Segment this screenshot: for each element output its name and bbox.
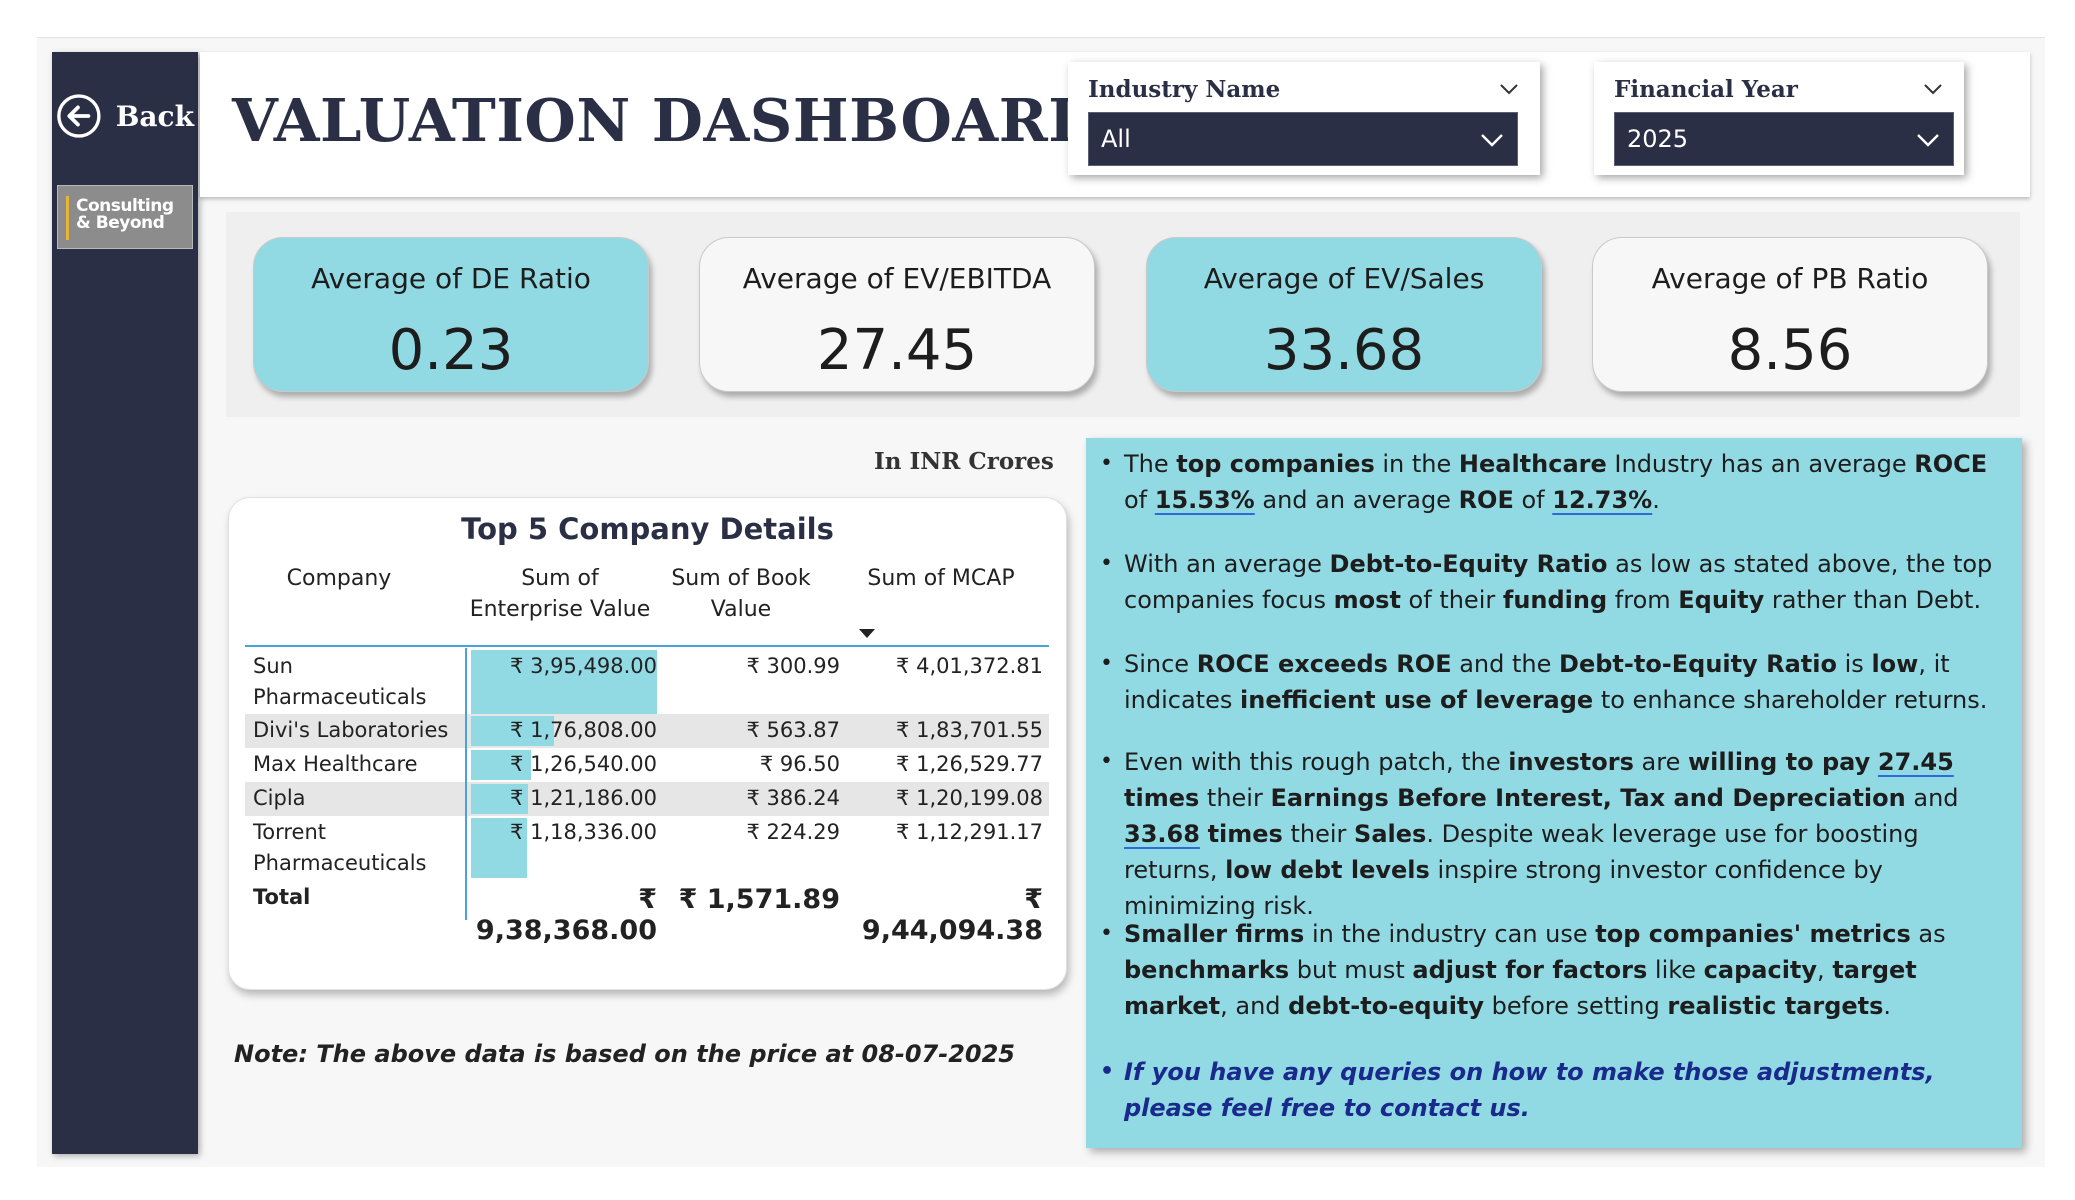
total-mcap: ₹ 9,44,094.38 [861,884,1043,946]
column-header-text: Sum of [521,566,599,591]
mcap-cell: ₹ 1,12,291.17 [896,820,1043,844]
enterprise-value-cell: ₹ 1,76,808.00 [510,718,657,742]
financial-year-selected-value: 2025 [1627,125,1689,153]
kpi-label: Average of EV/Sales [1203,262,1485,295]
table-row[interactable]: Divi's Laboratories ₹ 1,76,808.00 ₹ 563.87… [245,714,1049,748]
industry-dropdown[interactable]: All [1088,112,1518,166]
kpi-value: 8.56 [1727,318,1853,383]
enterprise-value-databar [471,784,528,814]
company-name: Sun Pharmaceuticals [253,654,427,709]
total-label: Total [253,885,311,909]
table-row[interactable]: Sun Pharmaceuticals ₹ 3,95,498.00 ₹ 300.99 ₹… [245,650,1049,714]
insights-panel: • The top companies in the Healthcare In… [1086,438,2022,1148]
enterprise-value-cell: ₹ 3,95,498.00 [510,654,657,678]
financial-year-filter-label: Financial Year [1614,76,1798,103]
sort-descending-icon[interactable] [859,629,875,638]
financial-year-filter: Financial Year 2025 [1594,62,1964,175]
industry-selected-value: All [1101,125,1131,153]
logo-accent-bar [66,196,69,240]
sidebar: Back Consulting & Beyond [52,52,198,1154]
kpi-card-ev-ebitda: Average of EV/EBITDA 27.45 [699,237,1095,392]
insight-bullet: • Smaller firms in the industry can use … [1100,916,2000,1024]
kpi-card-de-ratio: Average of DE Ratio 0.23 [253,237,649,392]
industry-filter: Industry Name All [1068,62,1540,175]
column-header-text: Sum of Book [671,566,811,591]
kpi-value: 33.68 [1263,318,1425,383]
column-header-enterprise-value[interactable]: Sum of Enterprise Value [455,563,665,625]
table-title: Top 5 Company Details [461,512,834,546]
book-value-cell: ₹ 224.29 [746,820,840,844]
insight-text: With an average Debt-to-Equity Ratio as … [1124,550,1993,614]
kpi-label: Average of EV/EBITDA [742,262,1052,295]
table-row[interactable]: Cipla ₹ 1,21,186.00 ₹ 386.24 ₹ 1,20,199.08 [245,782,1049,816]
enterprise-value-cell: ₹ 1,18,336.00 [510,820,657,844]
mcap-cell: ₹ 4,01,372.81 [896,654,1043,678]
chevron-down-icon [1917,134,1939,147]
kpi-value: 0.23 [388,318,514,383]
table-row[interactable]: Max Healthcare ₹ 1,26,540.00 ₹ 96.50 ₹ 1,26… [245,748,1049,782]
industry-filter-label: Industry Name [1088,76,1281,103]
mcap-cell: ₹ 1,26,529.77 [896,752,1043,776]
book-value-cell: ₹ 386.24 [746,786,840,810]
chevron-down-icon [1481,134,1503,147]
book-value-cell: ₹ 300.99 [746,654,840,678]
financial-year-dropdown[interactable]: 2025 [1614,112,1954,166]
book-value-cell: ₹ 96.50 [759,752,840,776]
kpi-label: Average of PB Ratio [1651,262,1929,295]
kpi-card-pb-ratio: Average of PB Ratio 8.56 [1592,237,1988,392]
column-header-book-value[interactable]: Sum of Book Value [661,563,821,625]
table-row[interactable]: Torrent Pharmaceuticals ₹ 1,18,336.00 ₹ 224… [245,816,1049,880]
back-arrow-icon [57,94,101,138]
chevron-down-icon[interactable] [1922,78,1944,100]
insight-bullet: • Since ROCE exceeds ROE and the Debt-to… [1100,646,2000,718]
enterprise-value-cell: ₹ 1,21,186.00 [510,786,657,810]
company-name: Cipla [253,786,306,810]
mcap-cell: ₹ 1,20,199.08 [896,786,1043,810]
insight-bullet: • The top companies in the Healthcare In… [1100,446,2000,518]
insight-text: Smaller firms in the industry can use to… [1124,920,1946,1020]
column-header-company[interactable]: Company [269,563,409,594]
column-header-mcap[interactable]: Sum of MCAP [841,563,1041,594]
column-header-text: Enterprise Value [469,597,651,622]
contact-prompt: If you have any queries on how to make t… [1124,1058,1935,1122]
kpi-card-ev-sales: Average of EV/Sales 33.68 [1146,237,1542,392]
insight-bullet: • If you have any queries on how to make… [1100,1054,2000,1126]
page-title: VALUATION DASHBOARD [232,86,1100,155]
kpi-value: 27.45 [816,318,978,383]
column-header-text: Company [286,566,392,591]
enterprise-value-databar [471,650,657,714]
enterprise-value-databar [471,716,554,746]
logo-text: Consulting & Beyond [76,198,192,232]
logo-line-2: & Beyond [76,213,165,233]
table-total-row: Total ₹ 9,38,368.00 ₹ 1,571.89 ₹ 9,44,09… [245,882,1049,946]
column-divider [465,648,467,920]
company-name: Divi's Laboratories [253,718,449,742]
insight-text: The top companies in the Healthcare Indu… [1124,450,1988,514]
company-name: Max Healthcare [253,752,418,776]
total-book-value: ₹ 1,571.89 [678,884,840,915]
enterprise-value-databar [471,818,527,878]
logo-line-1: Consulting [76,196,174,216]
company-logo: Consulting & Beyond [57,185,193,249]
insight-text: Even with this rough patch, the investor… [1124,748,1959,920]
insight-bullet: • Even with this rough patch, the invest… [1100,744,2000,924]
back-button[interactable]: Back [54,88,194,144]
column-header-text: Value [710,597,772,622]
enterprise-value-databar [471,750,531,780]
column-header-text: Sum of MCAP [867,566,1015,591]
data-note: Note: The above data is based on the pri… [234,1040,1016,1068]
book-value-cell: ₹ 563.87 [746,718,840,742]
top-companies-table: Top 5 Company Details Company Sum of Ent… [228,497,1067,990]
company-name: Torrent Pharmaceuticals [253,820,427,875]
header-divider [245,645,1049,647]
chevron-down-icon[interactable] [1498,78,1520,100]
total-enterprise-value: ₹ 9,38,368.00 [475,884,657,946]
mcap-cell: ₹ 1,83,701.55 [896,718,1043,742]
insight-bullet: • With an average Debt-to-Equity Ratio a… [1100,546,2000,618]
units-label: In INR Crores [874,448,1054,475]
kpi-label: Average of DE Ratio [311,262,591,295]
insight-text: Since ROCE exceeds ROE and the Debt-to-E… [1124,650,1988,714]
enterprise-value-cell: ₹ 1,26,540.00 [510,752,657,776]
back-label: Back [115,99,194,133]
